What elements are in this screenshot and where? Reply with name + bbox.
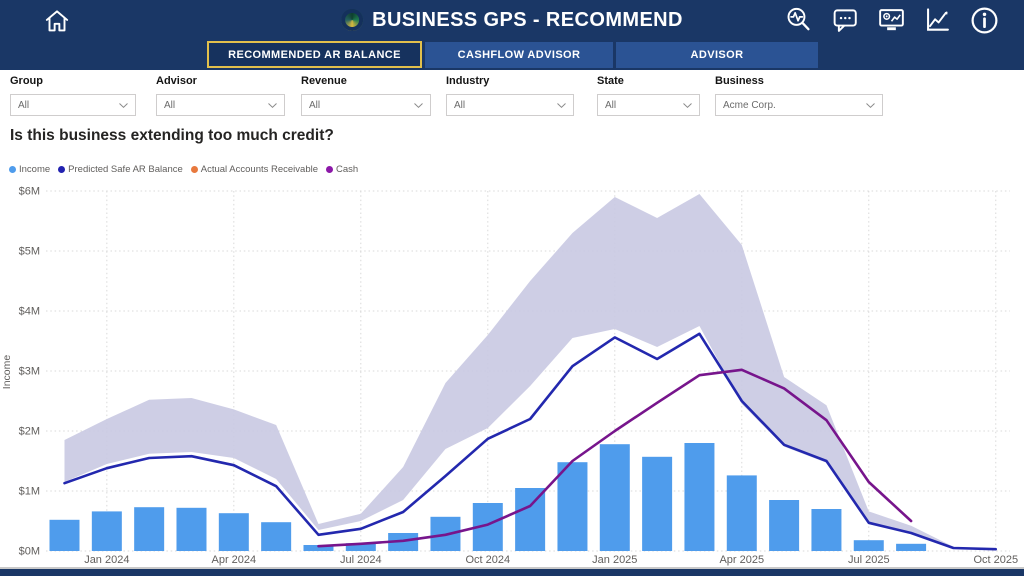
cash-legend-dot-icon	[326, 166, 333, 173]
chart-legend: Income Predicted Safe AR Balance Actual …	[9, 164, 358, 175]
income-legend-dot-icon	[9, 166, 16, 173]
legend-label: Predicted Safe AR Balance	[68, 164, 183, 175]
legend-label: Cash	[336, 164, 359, 175]
svg-text:$5M: $5M	[19, 246, 40, 258]
page-title: BUSINESS GPS - RECOMMEND	[372, 8, 683, 31]
legend-item-cash[interactable]: Cash	[326, 164, 358, 175]
search-insights-icon[interactable]	[785, 6, 814, 35]
tab-bar: RECOMMENDED AR BALANCE CASHFLOW ADVISOR …	[0, 40, 1024, 70]
chevron-down-icon	[683, 102, 692, 108]
filter-industry: Industry All	[446, 75, 574, 116]
svg-text:$4M: $4M	[19, 306, 40, 318]
predicted-legend-dot-icon	[58, 166, 66, 173]
revenue-dropdown[interactable]: All	[301, 94, 431, 116]
brand: BUSINESS GPS - RECOMMEND	[341, 0, 683, 40]
info-icon[interactable]	[969, 5, 1000, 36]
tab-cashflow-advisor[interactable]: CASHFLOW ADVISOR	[425, 42, 613, 68]
svg-text:$3M: $3M	[19, 366, 40, 378]
app-logo-icon	[341, 9, 364, 31]
group-dropdown[interactable]: All	[10, 94, 136, 116]
comments-icon[interactable]	[831, 6, 860, 35]
svg-text:$2M: $2M	[19, 426, 40, 438]
filter-group: Group All	[10, 75, 136, 116]
svg-text:Apr 2025: Apr 2025	[719, 554, 764, 566]
dropdown-value: All	[605, 99, 617, 111]
footer-divider	[0, 567, 1024, 569]
business-dropdown[interactable]: Acme Corp.	[715, 94, 883, 116]
chevron-down-icon	[866, 102, 875, 108]
svg-text:Apr 2024: Apr 2024	[211, 554, 256, 566]
filter-label: Industry	[446, 75, 490, 87]
home-icon[interactable]	[42, 6, 72, 36]
filter-label: Business	[715, 75, 764, 87]
chevron-down-icon	[268, 102, 277, 108]
actual-ar-legend-dot-icon	[190, 166, 198, 173]
tab-advisor[interactable]: ADVISOR	[616, 42, 818, 68]
filter-label: Revenue	[301, 75, 347, 87]
svg-text:Oct 2024: Oct 2024	[465, 554, 510, 566]
svg-text:Oct 2025: Oct 2025	[973, 554, 1018, 566]
chevron-down-icon	[557, 102, 566, 108]
tab-label: CASHFLOW ADVISOR	[457, 49, 581, 61]
legend-item-income[interactable]: Income	[9, 164, 50, 175]
trend-chart-icon[interactable]	[923, 6, 952, 35]
svg-text:Jul 2024: Jul 2024	[340, 554, 382, 566]
monitor-report-icon[interactable]	[877, 6, 906, 35]
tab-recommended-ar-balance[interactable]: RECOMMENDED AR BALANCE	[207, 41, 422, 68]
svg-text:Jan 2025: Jan 2025	[592, 554, 637, 566]
legend-item-predicted-safe-ar-balance[interactable]: Predicted Safe AR Balance	[58, 164, 183, 175]
header: BUSINESS GPS - RECOMMEND	[0, 0, 1024, 40]
filter-label: State	[597, 75, 624, 87]
filter-advisor: Advisor All	[156, 75, 285, 116]
filter-revenue: Revenue All	[301, 75, 431, 116]
legend-label: Actual Accounts Receivable	[200, 164, 318, 175]
svg-text:$0M: $0M	[19, 546, 40, 558]
legend-item-actual-accounts-receivable[interactable]: Actual Accounts Receivable	[190, 164, 318, 175]
state-dropdown[interactable]: All	[597, 94, 700, 116]
dropdown-value: All	[164, 99, 176, 111]
dropdown-value: All	[454, 99, 466, 111]
footer-bar	[0, 569, 1024, 576]
header-icons	[785, 0, 1000, 40]
filter-label: Group	[10, 75, 43, 87]
chart-question-title: Is this business extending too much cred…	[10, 127, 334, 144]
chevron-down-icon	[414, 102, 423, 108]
dropdown-value: All	[18, 99, 30, 111]
filter-label: Advisor	[156, 75, 197, 87]
advisor-dropdown[interactable]: All	[156, 94, 285, 116]
tab-label: RECOMMENDED AR BALANCE	[228, 48, 401, 61]
svg-text:$1M: $1M	[19, 486, 40, 498]
legend-label: Income	[19, 164, 51, 175]
svg-text:Jan 2024: Jan 2024	[84, 554, 129, 566]
filter-state: State All	[597, 75, 700, 116]
svg-text:Jul 2025: Jul 2025	[848, 554, 890, 566]
svg-text:$6M: $6M	[19, 186, 40, 198]
dropdown-value: All	[309, 99, 321, 111]
tab-label: ADVISOR	[690, 49, 744, 61]
industry-dropdown[interactable]: All	[446, 94, 574, 116]
chevron-down-icon	[119, 102, 128, 108]
svg-text:Income: Income	[1, 355, 13, 390]
dropdown-value: Acme Corp.	[723, 99, 776, 111]
filter-business: Business Acme Corp.	[715, 75, 883, 116]
